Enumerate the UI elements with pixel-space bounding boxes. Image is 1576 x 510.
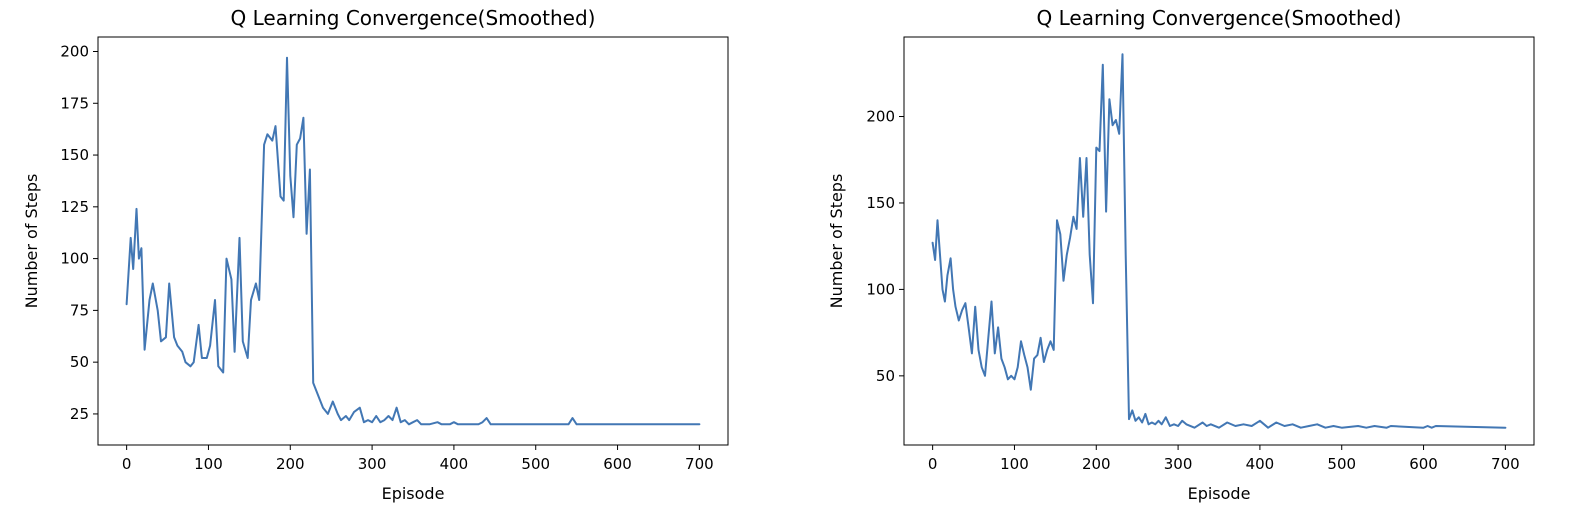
x-tick-label: 200	[1082, 455, 1111, 473]
x-tick-label: 500	[1327, 455, 1356, 473]
x-tick-label: 400	[440, 455, 469, 473]
series-line-0	[125, 56, 701, 426]
x-tick-label: 200	[276, 455, 305, 473]
x-tick-label: 300	[358, 455, 387, 473]
y-tick-label: 25	[70, 405, 89, 423]
chart-left: 0 100 200 300 400 500 600 700 25 50 75 100 125 150 175…	[22, 6, 729, 503]
y-tick-label: 175	[60, 94, 89, 112]
x-tick-label: 600	[1409, 455, 1438, 473]
y-axis-label: Number of Steps	[22, 174, 41, 309]
x-tick-label: 0	[122, 455, 132, 473]
y-tick-label: 75	[70, 301, 89, 319]
y-tick-label: 200	[60, 42, 89, 60]
x-tick-label: 100	[1000, 455, 1029, 473]
y-tick-label: 150	[60, 146, 89, 164]
x-tick-label: 500	[521, 455, 550, 473]
x-axis-label: Episode	[1188, 484, 1251, 503]
y-tick-label: 125	[60, 198, 89, 216]
chart-title: Q Learning Convergence(Smoothed)	[1037, 6, 1402, 30]
chart-right: 0 100 200 300 400 500 600 700 50 100 150 200 Q Learn…	[827, 6, 1535, 503]
x-tick-label: 0	[928, 455, 938, 473]
x-axis-label: Episode	[382, 484, 445, 503]
y-tick-label: 50	[70, 353, 89, 371]
x-tick-label: 700	[1491, 455, 1520, 473]
x-tick-label: 400	[1246, 455, 1275, 473]
x-tick-label: 300	[1164, 455, 1193, 473]
y-tick-label: 50	[876, 367, 895, 385]
y-tick-label: 200	[866, 108, 895, 126]
x-tick-label: 100	[194, 455, 223, 473]
y-tick-label: 100	[866, 280, 895, 298]
plot-frame	[903, 36, 1535, 446]
plot-frame	[97, 36, 729, 446]
x-tick-label: 600	[603, 455, 632, 473]
y-tick-label: 150	[866, 194, 895, 212]
series-line-0	[931, 53, 1507, 429]
chart-title: Q Learning Convergence(Smoothed)	[231, 6, 596, 30]
y-tick-label: 100	[60, 250, 89, 268]
x-tick-label: 700	[685, 455, 714, 473]
y-axis-label: Number of Steps	[827, 174, 846, 309]
